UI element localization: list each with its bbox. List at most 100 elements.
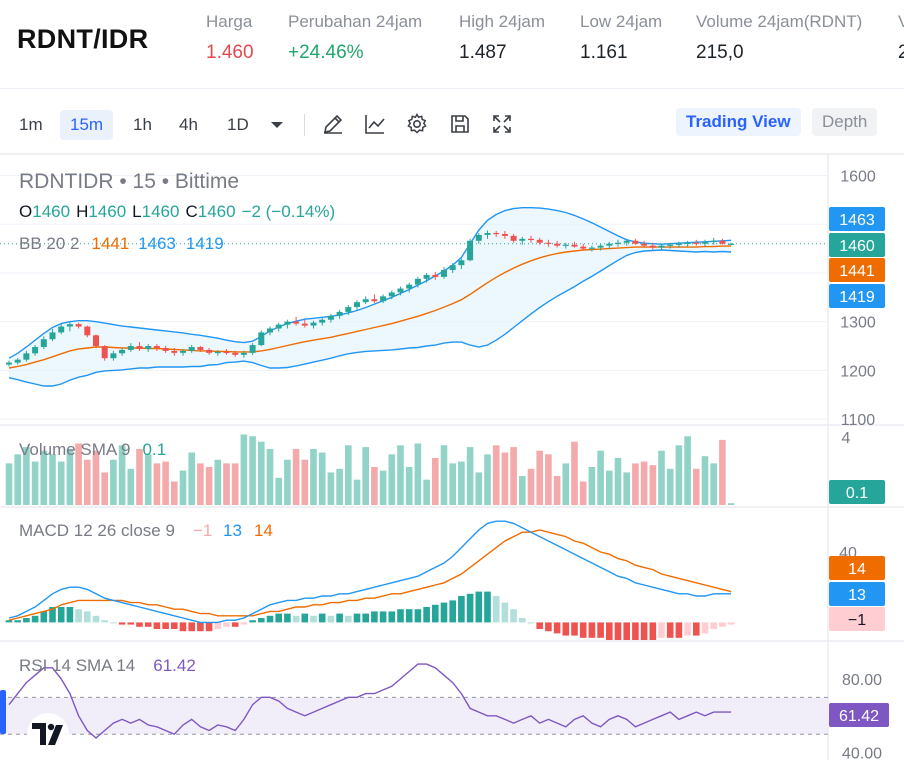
macd-histogram-bar: [362, 613, 369, 623]
candle-body: [510, 235, 517, 241]
macd-histogram-bar: [632, 622, 639, 640]
candle-body: [284, 321, 291, 325]
candle-body: [162, 347, 169, 351]
stat-label: V: [898, 12, 904, 31]
stat-change-24h: Perubahan 24jam +24.46%: [288, 12, 422, 64]
volume-bar: [266, 448, 274, 505]
macd-histogram-bar: [40, 611, 48, 623]
candle-body: [23, 353, 30, 360]
candle-body: [554, 243, 561, 246]
timeframe-1m[interactable]: 1m: [19, 115, 43, 134]
settings-gear-icon[interactable]: [405, 112, 429, 136]
macd-line: [8, 520, 732, 624]
depth-button[interactable]: Depth: [812, 108, 878, 136]
candle-body: [336, 311, 343, 316]
candle-body: [493, 232, 500, 235]
candle-body: [119, 349, 126, 354]
candle-body: [693, 242, 700, 244]
macd-histogram-bar: [179, 622, 187, 632]
fullscreen-icon[interactable]: [490, 112, 514, 136]
macd-histogram-bar: [571, 622, 578, 636]
candle-body: [206, 349, 213, 353]
volume-bar: [475, 472, 483, 505]
volume-bar: [649, 465, 657, 505]
volume-bar: [666, 468, 674, 505]
timeframe-15m[interactable]: 15m: [60, 110, 114, 140]
volume-bar: [675, 445, 683, 505]
volume-bar: [284, 459, 291, 505]
volume-bar: [449, 463, 456, 505]
macd-histogram-bar: [527, 622, 535, 624]
trading-view-button[interactable]: Trading View: [676, 108, 801, 136]
macd-histogram-bar: [597, 622, 604, 638]
macd-histogram-bar: [66, 607, 74, 623]
macd-histogram-bar: [519, 618, 526, 623]
stat-value: 1.460: [206, 42, 254, 63]
stat-value: 215,0: [696, 42, 744, 63]
volume-bar: [40, 450, 48, 505]
candle-body: [501, 233, 508, 236]
save-icon[interactable]: [448, 112, 472, 136]
bb-legend: BB 20 2 1441 1463 1419: [19, 234, 224, 253]
volume-bar: [719, 439, 726, 505]
macd-histogram-bar: [101, 620, 108, 623]
volume-bar: [362, 447, 369, 505]
volume-bar: [214, 459, 222, 505]
macd-histogram-bar: [614, 622, 622, 640]
indicators-icon[interactable]: [363, 112, 387, 136]
macd-histogram-bar: [553, 622, 561, 634]
candle-body: [101, 346, 108, 359]
candle-body: [49, 332, 56, 340]
candle-body: [249, 345, 256, 353]
timeframe-1d[interactable]: 1D: [227, 115, 249, 134]
rsi-line: [8, 663, 732, 739]
draw-pen-icon[interactable]: [321, 112, 345, 136]
macd-histogram-bar: [153, 622, 161, 629]
volume-bar: [188, 452, 195, 505]
candle-body: [467, 240, 474, 261]
volume-bar: [136, 448, 143, 505]
candle-body: [180, 350, 186, 353]
macd-histogram-bar: [5, 620, 13, 623]
volume-bar: [31, 461, 39, 505]
stat-value: +24.46%: [288, 42, 364, 63]
candle-body: [380, 296, 387, 302]
volume-bar: [318, 452, 326, 505]
stat-label: Harga: [206, 12, 253, 31]
volume-bar: [519, 476, 526, 505]
timeframe-1h[interactable]: 1h: [133, 115, 152, 134]
macd-histogram-bar: [423, 607, 430, 623]
candle-body: [449, 265, 456, 271]
stat-truncated: V 2: [898, 12, 904, 64]
volume-bar: [432, 457, 439, 505]
chevron-down-icon[interactable]: [265, 112, 289, 136]
timeframe-4h[interactable]: 4h: [179, 115, 198, 134]
volume-bar: [571, 441, 578, 505]
macd-histogram-bar: [649, 622, 657, 640]
macd-histogram-bar: [562, 622, 570, 636]
candle-body: [293, 321, 300, 324]
volume-bar: [606, 470, 613, 505]
candle-body: [145, 346, 152, 349]
macd-histogram-bar: [623, 622, 630, 640]
price-tick-label: 1600: [840, 168, 876, 185]
candle-body: [197, 347, 204, 350]
candle-body: [484, 232, 491, 235]
volume-bar: [110, 459, 117, 505]
candle-body: [545, 242, 552, 244]
bb-lower-tag-bg: [829, 284, 885, 308]
macd-signal-tag-bg: [829, 556, 885, 580]
macd-histogram-bar: [57, 607, 65, 623]
candle-body: [728, 243, 735, 245]
volume-bar: [153, 463, 161, 505]
volume-bar: [597, 450, 604, 505]
macd-histogram-bar: [75, 609, 82, 623]
candle-body: [588, 247, 595, 249]
volume-bar: [49, 454, 56, 505]
macd-histogram-bar: [310, 615, 317, 623]
macd-histogram-bar: [466, 593, 474, 623]
bb-basis-tag-bg: [829, 258, 885, 282]
macd-histogram-bar: [510, 609, 517, 623]
stat-label: Volume 24jam(RDNT): [696, 12, 863, 31]
